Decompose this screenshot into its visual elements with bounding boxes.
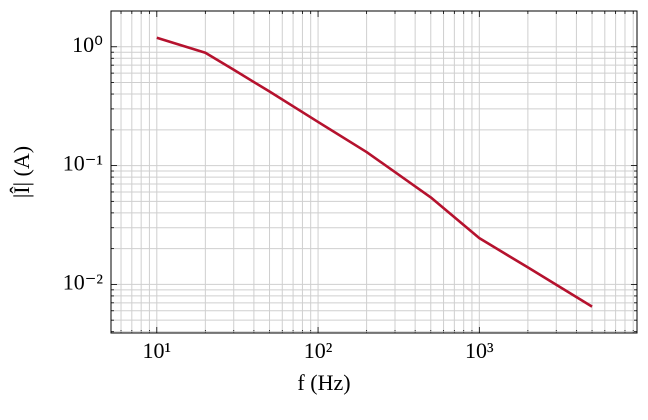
y-tick-label: 10⁰	[72, 32, 103, 57]
x-tick-label: 10³	[465, 338, 494, 363]
x-tick-label: 10²	[304, 338, 333, 363]
x-tick-label: 10¹	[142, 338, 171, 363]
y-tick-label: 10⁻²	[63, 269, 104, 294]
x-axis-label: f (Hz)	[297, 370, 350, 395]
y-tick-label: 10⁻¹	[63, 151, 103, 176]
plot-frame	[110, 10, 638, 334]
data-line	[156, 36, 593, 308]
y-axis-label: |Î| (A)	[9, 146, 34, 198]
